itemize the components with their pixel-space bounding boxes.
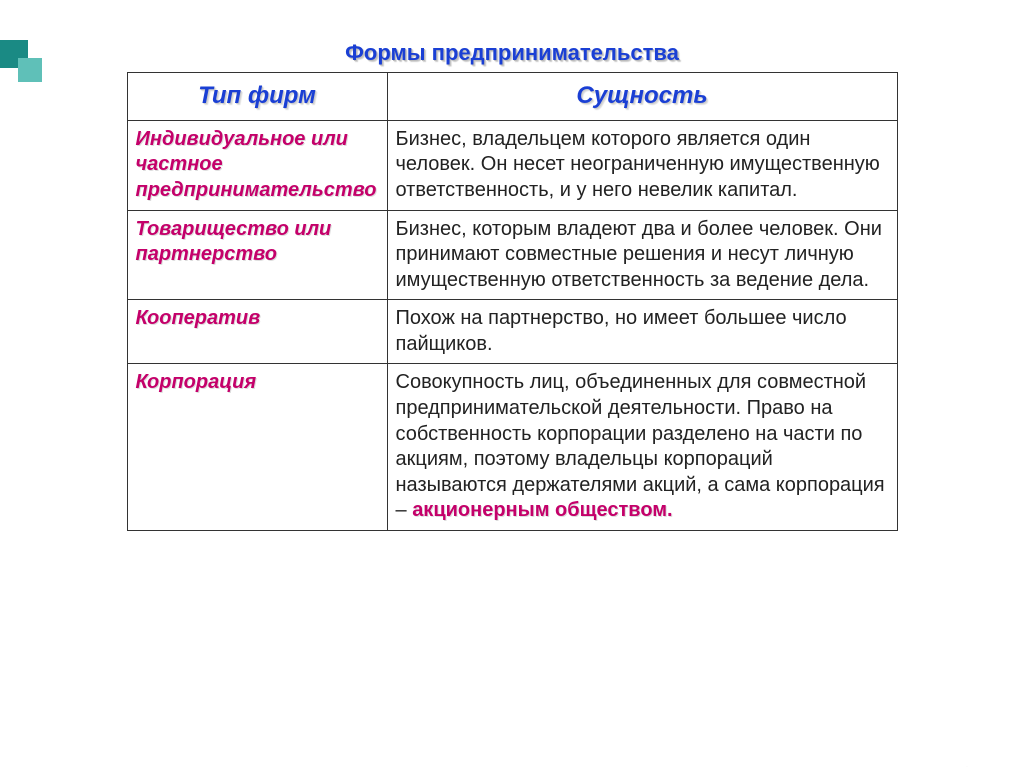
essence-text: Бизнес, владельцем которого является оди… [396,128,880,201]
table-row: Корпорация Совокупность лиц, объединенны… [127,364,897,531]
cell-essence: Похож на партнерство, но имеет большее ч… [387,300,897,364]
title-text: Формы предпринимательства [345,40,679,65]
col-header-essence: Сущность [387,73,897,121]
table-row: Товарищество или партнерство Бизнес, кот… [127,210,897,300]
forms-table: Тип фирм Сущность Индивидуальное или час… [127,72,898,531]
corner-decoration [0,40,48,88]
cell-essence: Бизнес, владельцем которого является оди… [387,120,897,210]
essence-text: Бизнес, которым владеют два и более чело… [396,218,882,291]
cell-type: Индивидуальное или частное предпринимате… [127,120,387,210]
table-header-row: Тип фирм Сущность [127,73,897,121]
cell-type: Товарищество или партнерство [127,210,387,300]
essence-accent: акционерным обществом. [412,499,672,521]
cell-essence: Совокупность лиц, объединенных для совме… [387,364,897,531]
page-title: Формы предпринимательства [0,40,1024,66]
cell-essence: Бизнес, которым владеют два и более чело… [387,210,897,300]
table-row: Кооператив Похож на партнерство, но имее… [127,300,897,364]
table-row: Индивидуальное или частное предпринимате… [127,120,897,210]
cell-type: Кооператив [127,300,387,364]
col-header-type: Тип фирм [127,73,387,121]
cell-type: Корпорация [127,364,387,531]
essence-text: Похож на партнерство, но имеет большее ч… [396,307,847,355]
